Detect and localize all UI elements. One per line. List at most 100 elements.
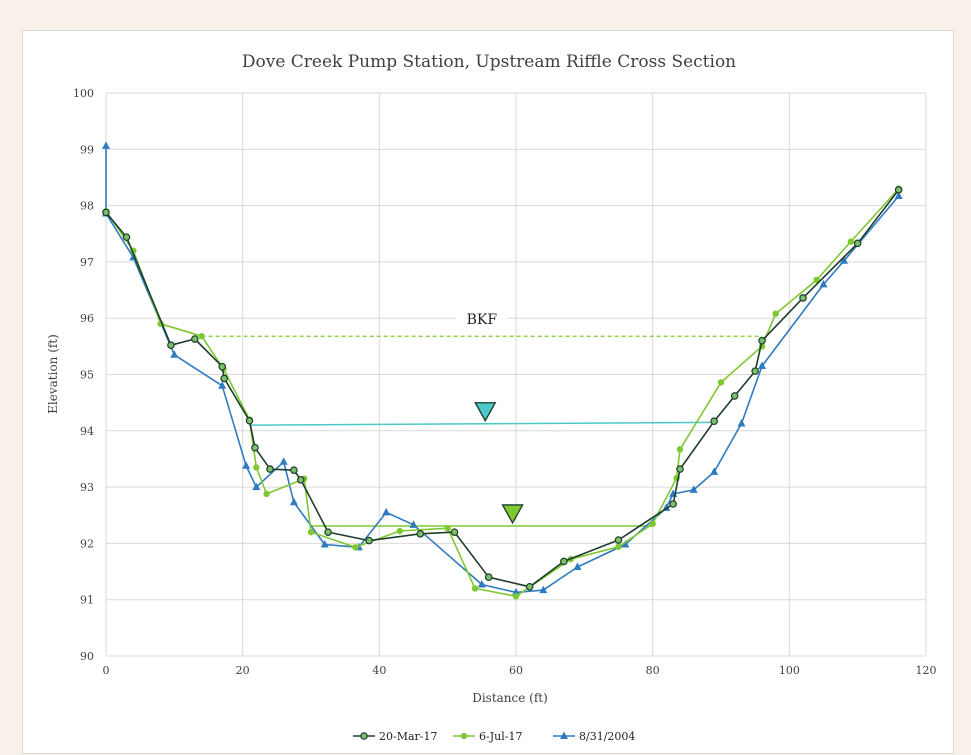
x-tick-label: 120: [916, 664, 937, 677]
x-tick-label: 20: [236, 664, 250, 677]
y-tick-label: 91: [80, 594, 94, 607]
legend: 20-Mar-17 6-Jul-17 8/31/2004: [353, 730, 635, 743]
data-point: [676, 446, 684, 453]
data-point: [758, 361, 766, 370]
data-point: [450, 528, 459, 536]
data-point: [198, 333, 205, 340]
chart-frame: Dove Creek Pump Station, Upstream Riffle…: [22, 30, 954, 754]
data-point: [621, 540, 630, 548]
data-point: [296, 475, 305, 484]
x-tick-label: 100: [779, 664, 800, 677]
x-tick-label: 40: [372, 664, 386, 677]
data-point: [813, 276, 820, 284]
series-1: [102, 185, 902, 600]
y-tick-label: 96: [80, 312, 94, 325]
data-point: [560, 557, 568, 566]
legend-label: 8/31/2004: [579, 730, 635, 743]
data-point: [799, 294, 807, 302]
annotations: BKF: [201, 303, 762, 527]
x-tick-labels: 0 20 40 60 80 100 120: [103, 664, 937, 677]
series-0: [102, 186, 903, 591]
data-point: [730, 392, 739, 400]
data-point: [102, 208, 110, 217]
data-point: [484, 573, 493, 581]
data-point: [512, 593, 520, 600]
data-point: [772, 310, 779, 317]
water-surface-line: [249, 421, 715, 426]
data-point: [263, 490, 270, 498]
data-point: [615, 543, 622, 550]
water-surface-marker: [501, 504, 524, 525]
data-point: [444, 524, 451, 532]
data-point: [320, 540, 329, 548]
x-axis-label: Distance (ft): [472, 691, 548, 705]
y-tick-label: 99: [80, 143, 94, 156]
bankfull-label: BKF: [467, 312, 498, 328]
data-point: [853, 239, 862, 248]
data-point: [416, 530, 425, 538]
data-point: [676, 465, 684, 473]
data-point: [669, 500, 677, 508]
data-point: [717, 379, 725, 386]
data-point: [710, 417, 718, 426]
legend-label: 6-Jul-17: [479, 730, 522, 743]
y-tick-label: 92: [80, 537, 94, 550]
x-tick-label: 0: [103, 664, 110, 677]
chart-svg: Dove Creek Pump Station, Upstream Riffle…: [46, 52, 937, 743]
data-point: [289, 497, 298, 506]
data-point: [819, 279, 828, 288]
y-tick-label: 94: [80, 425, 94, 438]
y-tick-label: 95: [80, 369, 94, 382]
series-line: [105, 189, 900, 588]
y-tick-label: 97: [80, 256, 94, 269]
data-point: [102, 141, 110, 149]
data-point: [167, 341, 175, 350]
data-point: [409, 520, 418, 528]
data-point: [471, 585, 479, 592]
y-tick-label: 100: [73, 87, 94, 100]
data-point: [251, 443, 259, 452]
x-tick-label: 60: [509, 664, 523, 677]
data-point: [266, 465, 274, 473]
data-point: [218, 381, 227, 389]
y-axis-label: Elevation (ft): [46, 334, 60, 414]
y-tick-label: 93: [80, 481, 94, 494]
data-point: [396, 527, 404, 535]
data-point: [170, 350, 179, 358]
data-point: [894, 186, 903, 194]
data-point: [324, 528, 332, 536]
data-point: [614, 536, 623, 544]
water-surface-marker: [474, 402, 497, 423]
data-point: [290, 466, 298, 475]
data-point: [382, 507, 391, 516]
data-point: [218, 362, 226, 371]
data-point: [758, 336, 766, 345]
data-point: [220, 374, 229, 383]
data-point: [253, 464, 260, 471]
series-group: [102, 141, 903, 600]
data-point: [539, 585, 548, 594]
data-point: [307, 528, 315, 536]
data-point: [737, 418, 746, 427]
data-point: [847, 238, 855, 245]
grid: [105, 92, 927, 657]
data-point: [252, 482, 261, 491]
legend-swatch-marker: [560, 731, 568, 739]
chart-title: Dove Creek Pump Station, Upstream Riffle…: [242, 52, 736, 72]
y-tick-labels: 90 91 92 93 94 95 96 97 98 99 100: [73, 87, 94, 663]
data-point: [191, 335, 199, 343]
data-point: [573, 562, 582, 571]
data-point: [751, 367, 759, 375]
y-tick-label: 98: [80, 200, 94, 213]
y-tick-label: 90: [80, 650, 94, 663]
x-tick-label: 80: [646, 664, 660, 677]
data-point: [649, 520, 656, 527]
data-point: [689, 485, 698, 493]
legend-swatch-marker: [360, 732, 368, 740]
data-point: [512, 587, 520, 596]
data-point: [242, 461, 251, 469]
data-point: [365, 536, 373, 545]
bankfull-label-bg: [455, 303, 508, 326]
data-point: [279, 457, 288, 465]
data-point: [710, 467, 719, 475]
